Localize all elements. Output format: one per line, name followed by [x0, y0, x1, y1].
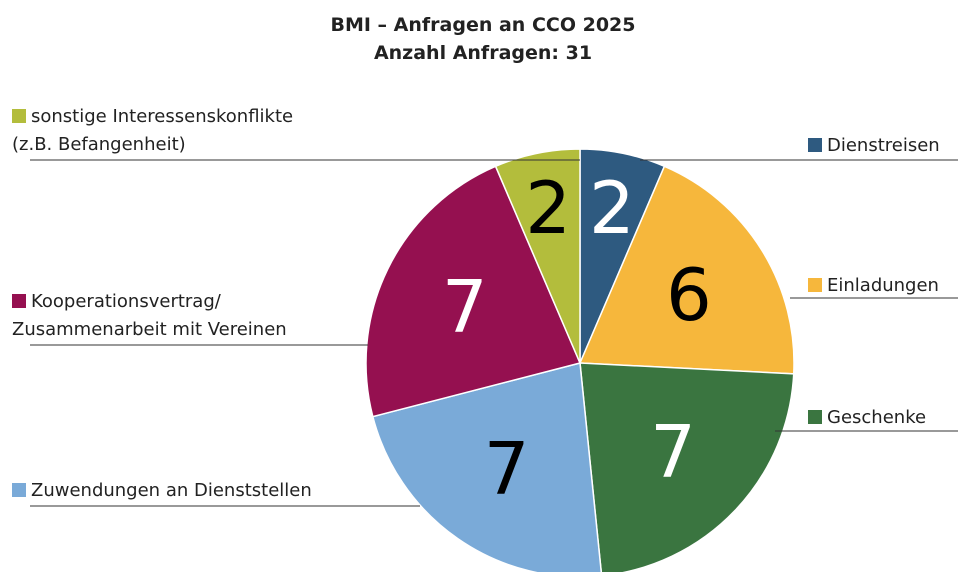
legend-entry: sonstige Interessenskonflikte (z.B. Befa…: [12, 103, 293, 159]
value-label: 2: [589, 166, 635, 250]
legend-label: Kooperationsvertrag/ Zusammenarbeit mit …: [12, 291, 287, 340]
legend-label: sonstige Interessenskonflikte (z.B. Befa…: [12, 106, 294, 155]
pie-slice: [578, 165, 795, 375]
pie-slice: [371, 362, 603, 572]
pie-slice: [494, 148, 581, 364]
legend-entry: Kooperationsvertrag/ Zusammenarbeit mit …: [12, 288, 287, 344]
legend-swatch: [12, 483, 26, 497]
legend-swatch: [808, 278, 822, 292]
chart-subtitle: Anzahl Anfragen: 31: [373, 42, 593, 64]
value-label: 7: [650, 409, 696, 493]
legend-swatch: [808, 410, 822, 424]
legend-label: Zuwendungen an Dienststellen: [31, 480, 312, 501]
legend-label: Dienstreisen: [827, 135, 940, 156]
legend-label: Einladungen: [827, 275, 939, 296]
legend-entry: Dienstreisen: [808, 132, 940, 160]
chart-title: BMI – Anfragen an CCO 2025: [330, 14, 636, 36]
value-label: 2: [525, 166, 571, 250]
pie-slice: [579, 362, 795, 572]
pie-slice: [365, 165, 582, 418]
value-label: 7: [484, 426, 530, 510]
legend-swatch: [12, 109, 26, 123]
legend-entry: Zuwendungen an Dienststellen: [12, 477, 312, 505]
value-label: 6: [666, 253, 712, 337]
legend-entry: Einladungen: [808, 272, 939, 300]
legend-swatch: [12, 294, 26, 308]
legend-label: Geschenke: [827, 407, 927, 428]
legend-swatch: [808, 138, 822, 152]
legend-entry: Geschenke: [808, 404, 926, 432]
value-label: 7: [442, 264, 488, 348]
